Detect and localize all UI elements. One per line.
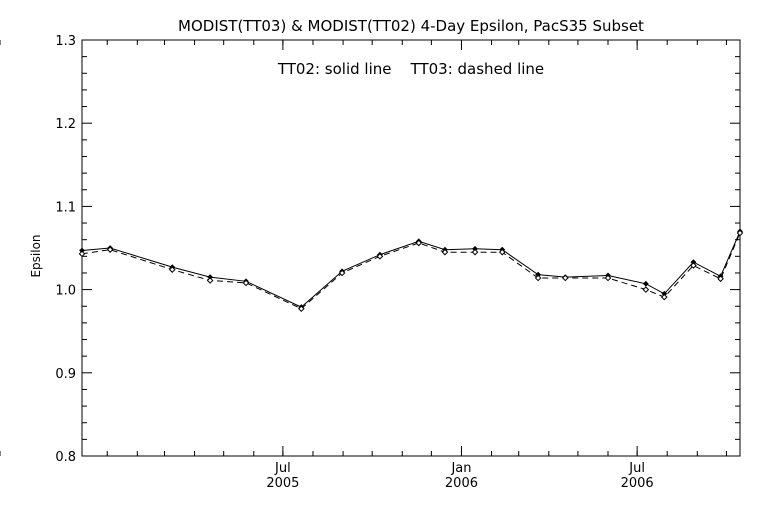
- x-tick-month-label: Jul: [628, 461, 645, 476]
- y-axis-label: Epsilon: [29, 234, 43, 277]
- x-tick-year-label: 2005: [266, 476, 299, 491]
- y-tick-label: 1.1: [55, 200, 76, 215]
- data-point-tt03: [471, 248, 479, 256]
- data-point-tt03: [206, 277, 214, 284]
- data-point-tt03: [604, 274, 612, 282]
- data-point-tt03: [376, 253, 384, 260]
- y-tick-label: 1.3: [55, 34, 76, 49]
- chart-title: MODIST(TT03) & MODIST(TT02) 4-Day Epsilo…: [178, 17, 644, 35]
- data-point-tt03: [168, 266, 176, 273]
- data-point-tt02: [642, 280, 649, 287]
- data-point-tt03: [642, 286, 650, 293]
- x-tick-month-label: Jan: [450, 461, 471, 476]
- x-tick-year-label: 2006: [445, 476, 478, 491]
- data-point-tt03: [690, 262, 697, 269]
- y-tick-label: 1.2: [55, 117, 76, 132]
- data-point-tt03: [498, 248, 506, 256]
- plot-area-frame: [81, 39, 741, 457]
- y-tick-labels: 0.8 0.9 1.0 1.1 1.2 1.3: [55, 34, 76, 465]
- legend-annotation: TT02: solid line TT03: dashed line: [277, 60, 544, 78]
- series-tt03: [78, 229, 744, 313]
- data-point-tt03: [242, 279, 250, 287]
- data-point-tt03: [106, 246, 114, 253]
- y-tick-label: 0.9: [55, 367, 76, 382]
- data-point-tt03: [298, 305, 305, 313]
- series-line-tt03: [81, 232, 741, 310]
- data-point-tt03: [534, 274, 542, 282]
- series-tt02: [79, 228, 743, 310]
- data-point-tt03: [660, 293, 668, 301]
- data-point-tt03: [415, 239, 423, 247]
- data-point-tt03: [562, 274, 569, 282]
- x-tick-year-label: 2006: [621, 476, 654, 491]
- data-point-tt03: [441, 248, 449, 256]
- series-lines: [78, 228, 744, 313]
- data-point-tt03: [736, 229, 744, 237]
- y-tick-label: 1.0: [55, 284, 76, 299]
- data-point-tt03: [717, 275, 724, 283]
- series-line-tt02: [81, 231, 741, 308]
- axis-ticks: [0, 39, 740, 457]
- x-tick-month-label: Jul: [274, 461, 291, 476]
- data-point-tt03: [338, 269, 346, 277]
- y-tick-label: 0.8: [55, 450, 76, 465]
- data-point-tt03: [78, 250, 86, 258]
